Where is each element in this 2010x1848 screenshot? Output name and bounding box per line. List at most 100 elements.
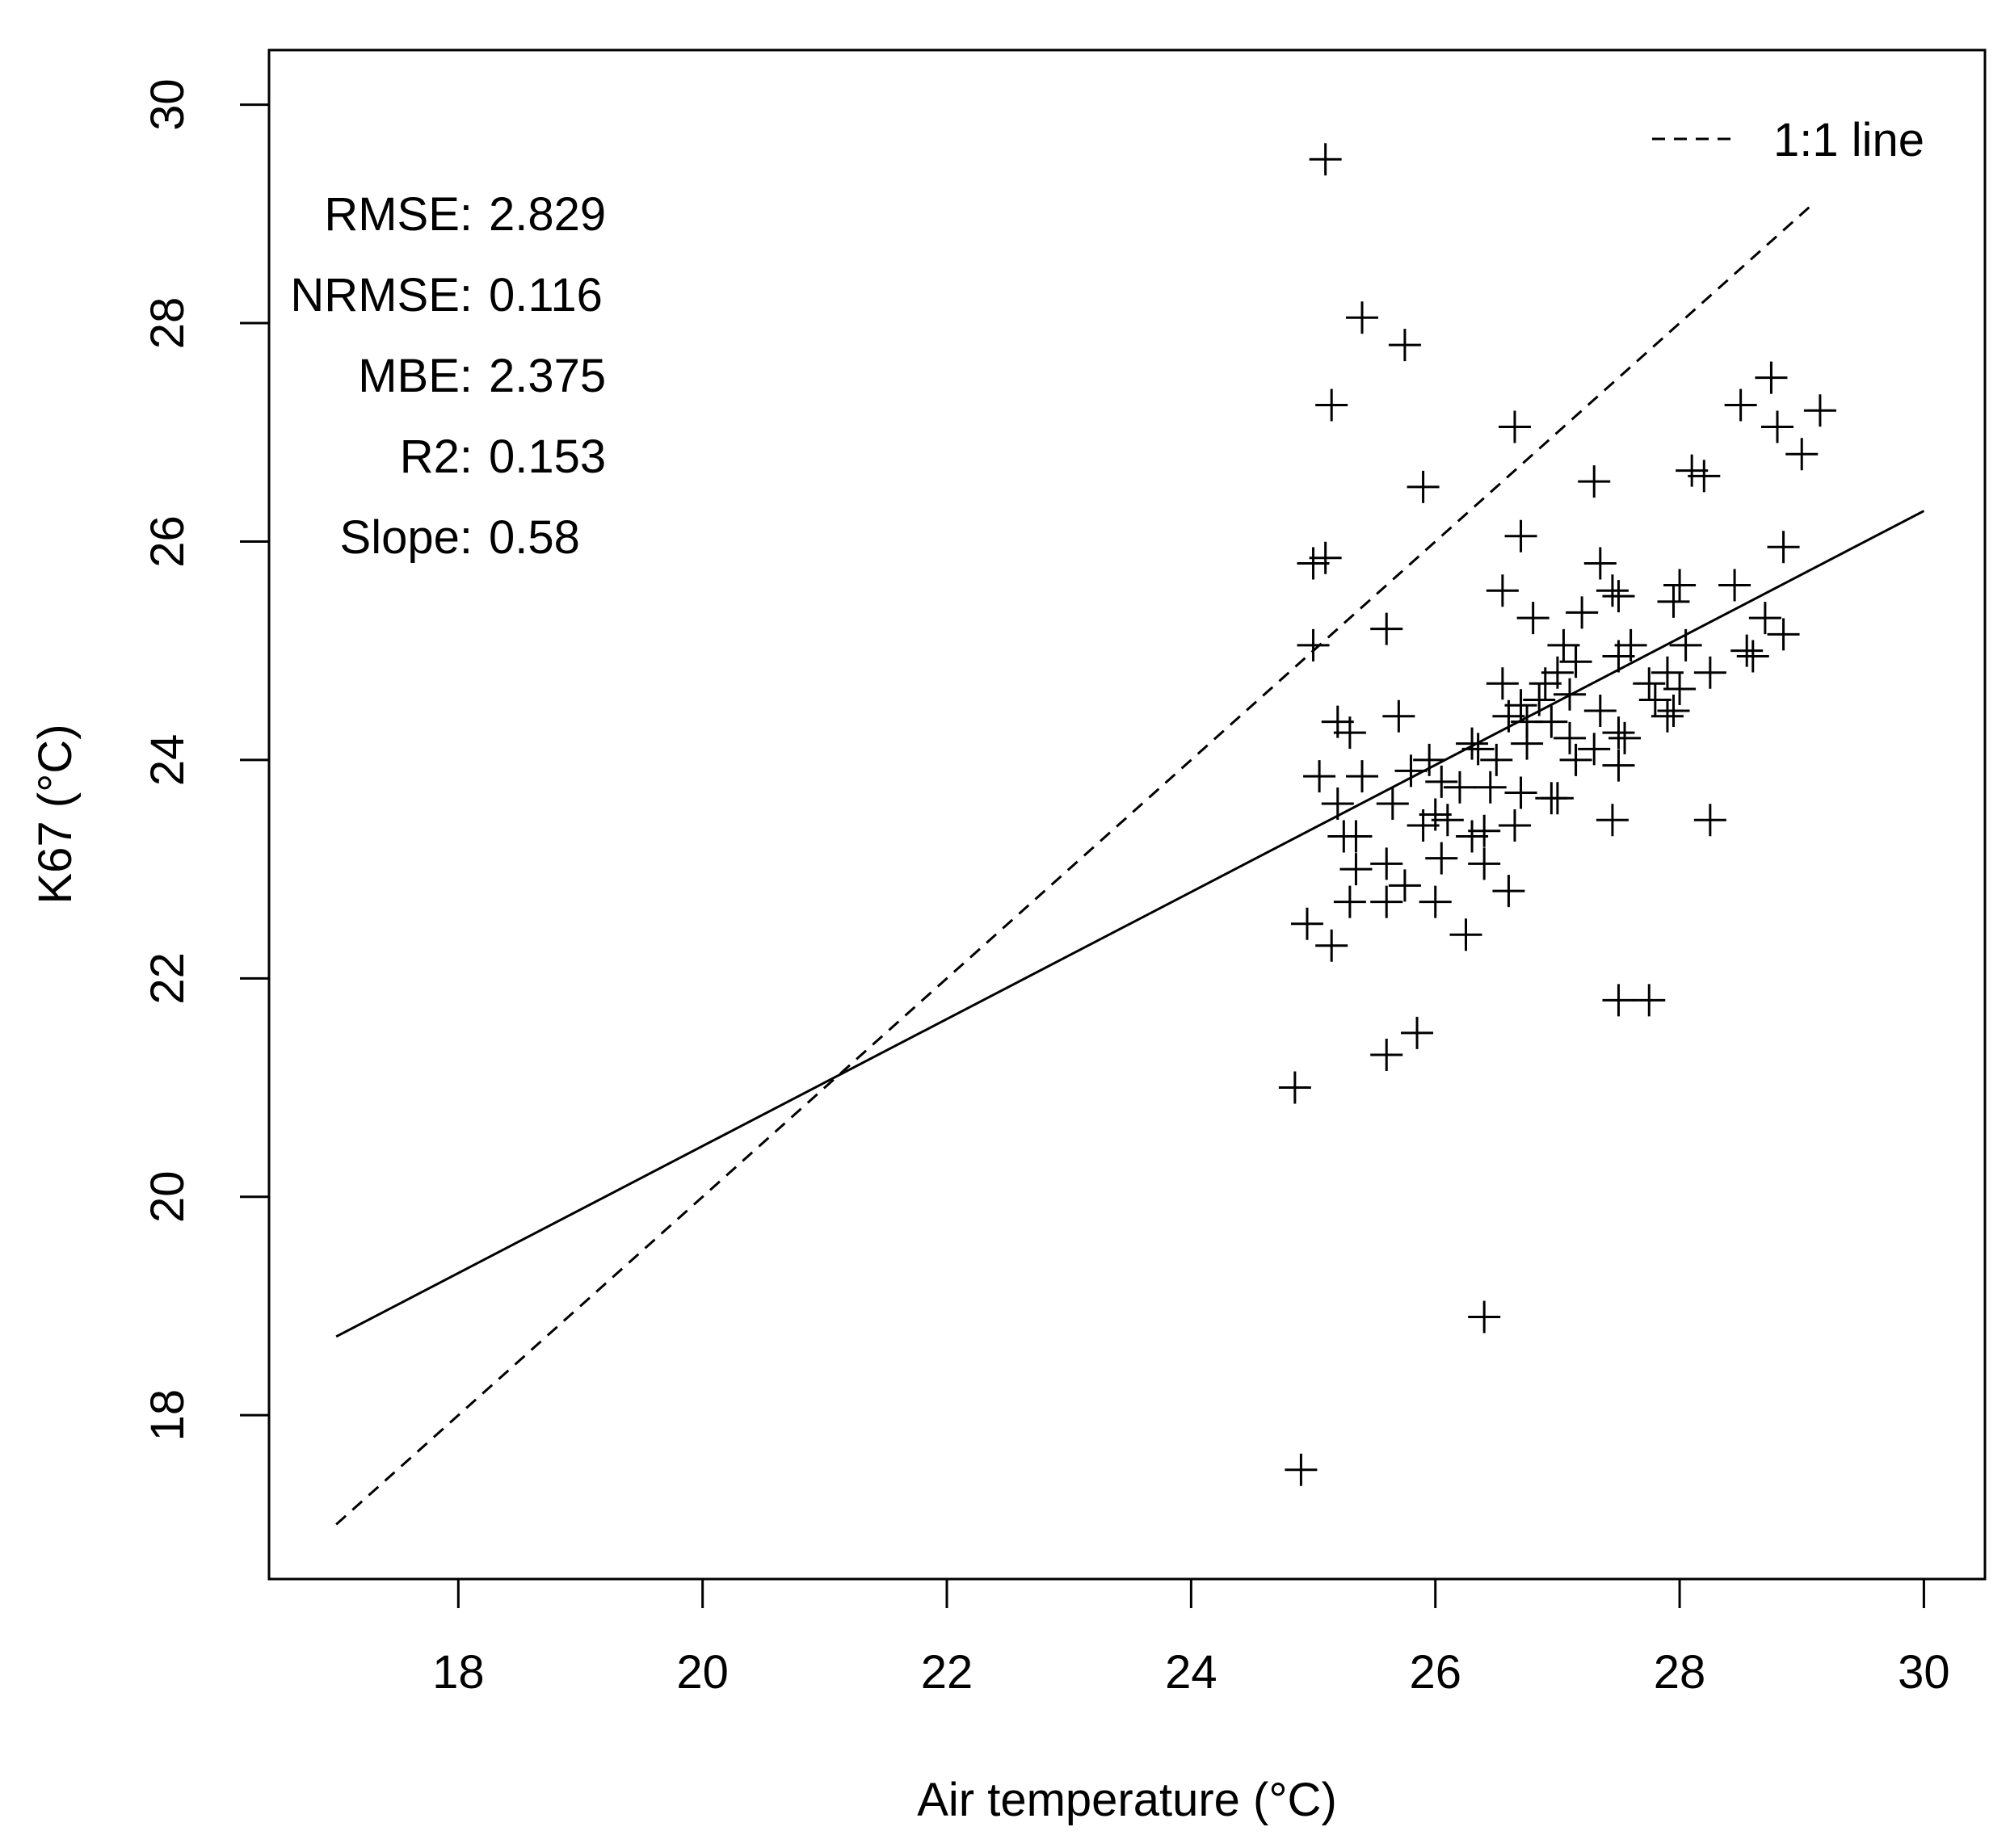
x-tick-label: 28 bbox=[1654, 1646, 1706, 1699]
x-tick-label: 26 bbox=[1409, 1646, 1461, 1699]
data-point bbox=[1736, 640, 1769, 673]
lines-layer bbox=[335, 202, 1925, 1526]
data-point bbox=[1443, 771, 1476, 804]
y-tick-label: 20 bbox=[141, 1170, 194, 1223]
data-point bbox=[1633, 667, 1666, 700]
x-tick-label: 24 bbox=[1165, 1646, 1217, 1699]
data-point bbox=[1761, 410, 1793, 443]
data-point bbox=[1602, 716, 1635, 750]
data-point bbox=[1456, 820, 1489, 853]
data-point bbox=[1394, 754, 1428, 788]
y-tick-label: 24 bbox=[141, 734, 194, 787]
data-point bbox=[1583, 695, 1617, 728]
data-point bbox=[1468, 814, 1501, 847]
data-point bbox=[1468, 1300, 1501, 1334]
stat-value: 2.375 bbox=[489, 350, 606, 402]
data-point bbox=[1425, 842, 1458, 875]
stat-label: R2: bbox=[400, 430, 473, 483]
data-point bbox=[1516, 602, 1550, 635]
data-point bbox=[1511, 727, 1544, 760]
stat-label: Slope: bbox=[340, 511, 473, 564]
stat-value: 2.829 bbox=[489, 188, 606, 241]
data-point bbox=[1669, 628, 1702, 662]
data-point bbox=[1321, 787, 1354, 820]
data-point bbox=[1633, 984, 1666, 1017]
data-point bbox=[1407, 809, 1440, 842]
data-point bbox=[1803, 394, 1836, 427]
stat-label: MBE: bbox=[358, 350, 473, 402]
data-point bbox=[1596, 574, 1629, 607]
regression-line bbox=[335, 510, 1925, 1338]
data-point bbox=[1504, 519, 1537, 552]
data-point bbox=[1370, 885, 1403, 918]
stat-value: 0.116 bbox=[489, 269, 603, 321]
y-axis-label: K67 (°C) bbox=[29, 724, 82, 904]
data-point bbox=[1650, 656, 1684, 689]
data-point bbox=[1663, 673, 1697, 706]
data-point bbox=[1290, 907, 1323, 940]
data-point bbox=[1419, 885, 1452, 918]
stat-label: RMSE: bbox=[324, 188, 473, 241]
data-point bbox=[1767, 531, 1800, 564]
data-point bbox=[1346, 760, 1379, 793]
data-point bbox=[1468, 847, 1501, 880]
data-point bbox=[1346, 301, 1379, 334]
data-point bbox=[1407, 470, 1440, 503]
y-tick-label: 26 bbox=[141, 515, 194, 568]
data-point bbox=[1547, 628, 1580, 662]
data-point bbox=[1431, 804, 1464, 837]
data-point bbox=[1315, 388, 1348, 422]
data-point bbox=[1785, 438, 1819, 471]
data-point bbox=[1333, 885, 1366, 918]
data-point bbox=[1663, 569, 1697, 602]
x-axis: 18 20 22 24 26 28 30 bbox=[432, 1577, 1950, 1699]
data-point bbox=[1578, 733, 1611, 766]
data-point bbox=[1388, 329, 1421, 362]
data-point bbox=[1657, 695, 1690, 728]
data-point bbox=[1559, 645, 1592, 678]
data-point bbox=[1339, 853, 1373, 886]
y-tick-label: 22 bbox=[141, 952, 194, 1005]
data-point bbox=[1370, 1038, 1403, 1071]
data-point bbox=[1566, 596, 1599, 629]
data-point bbox=[1486, 667, 1519, 700]
data-point bbox=[1693, 656, 1726, 689]
x-tick-label: 18 bbox=[432, 1646, 485, 1699]
data-point bbox=[1554, 721, 1587, 754]
x-tick-label: 22 bbox=[921, 1646, 973, 1699]
data-point bbox=[1492, 699, 1525, 733]
data-point bbox=[1638, 683, 1671, 716]
data-point bbox=[1456, 727, 1489, 760]
stat-label: NRMSE: bbox=[290, 269, 473, 321]
data-point bbox=[1755, 361, 1788, 394]
data-point bbox=[1602, 580, 1635, 613]
data-point bbox=[1718, 569, 1751, 602]
data-point bbox=[1748, 602, 1781, 635]
data-point bbox=[1554, 678, 1587, 711]
data-point bbox=[1309, 541, 1342, 574]
data-point bbox=[1333, 716, 1366, 750]
x-tick-label: 20 bbox=[676, 1646, 729, 1699]
stat-value: 0.58 bbox=[489, 511, 580, 564]
y-tick-label: 28 bbox=[141, 297, 194, 350]
data-point bbox=[1608, 721, 1642, 754]
data-point bbox=[1297, 547, 1330, 580]
data-point bbox=[1339, 820, 1373, 853]
data-point bbox=[1297, 628, 1330, 662]
data-point bbox=[1413, 743, 1446, 776]
data-point bbox=[1523, 683, 1556, 716]
data-point bbox=[1602, 984, 1635, 1017]
data-point bbox=[1315, 929, 1348, 962]
data-point bbox=[1541, 782, 1574, 815]
data-point bbox=[1401, 1016, 1434, 1049]
data-point bbox=[1535, 705, 1568, 738]
data-point bbox=[1388, 869, 1421, 902]
data-point bbox=[1370, 612, 1403, 645]
x-tick-label: 30 bbox=[1898, 1646, 1950, 1699]
data-point bbox=[1480, 743, 1513, 776]
data-point bbox=[1425, 765, 1458, 798]
data-point bbox=[1370, 847, 1403, 880]
y-tick-label: 18 bbox=[141, 1389, 194, 1442]
